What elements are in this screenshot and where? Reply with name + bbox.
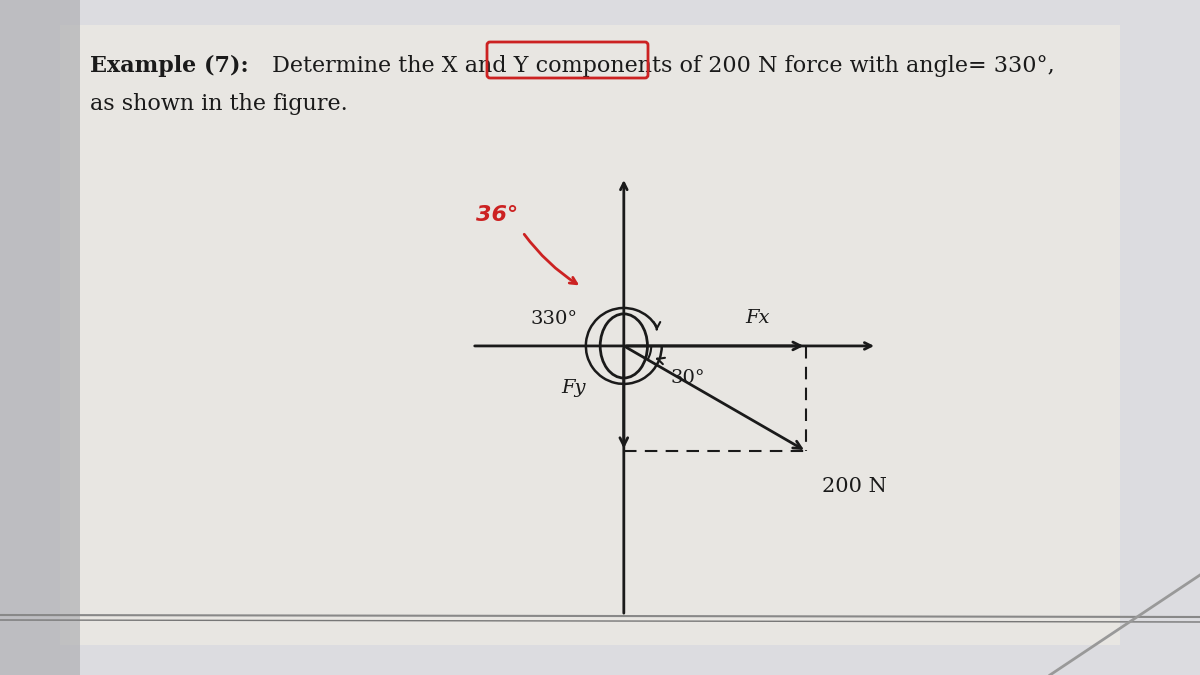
Text: Determine the X and Y components of 200 N force with angle= 330°,: Determine the X and Y components of 200 … [265,55,1055,77]
Text: Fx: Fx [745,309,769,327]
Text: as shown in the figure.: as shown in the figure. [90,93,348,115]
Bar [0,0,80,675]
Text: Fy: Fy [562,379,586,397]
Text: 200 N: 200 N [822,477,887,495]
Text: 30°: 30° [671,369,704,387]
Text: 36°: 36° [476,205,518,225]
Text: Example (7):: Example (7): [90,55,248,77]
Bar [60,25,1120,645]
Text: 330°: 330° [530,310,577,328]
